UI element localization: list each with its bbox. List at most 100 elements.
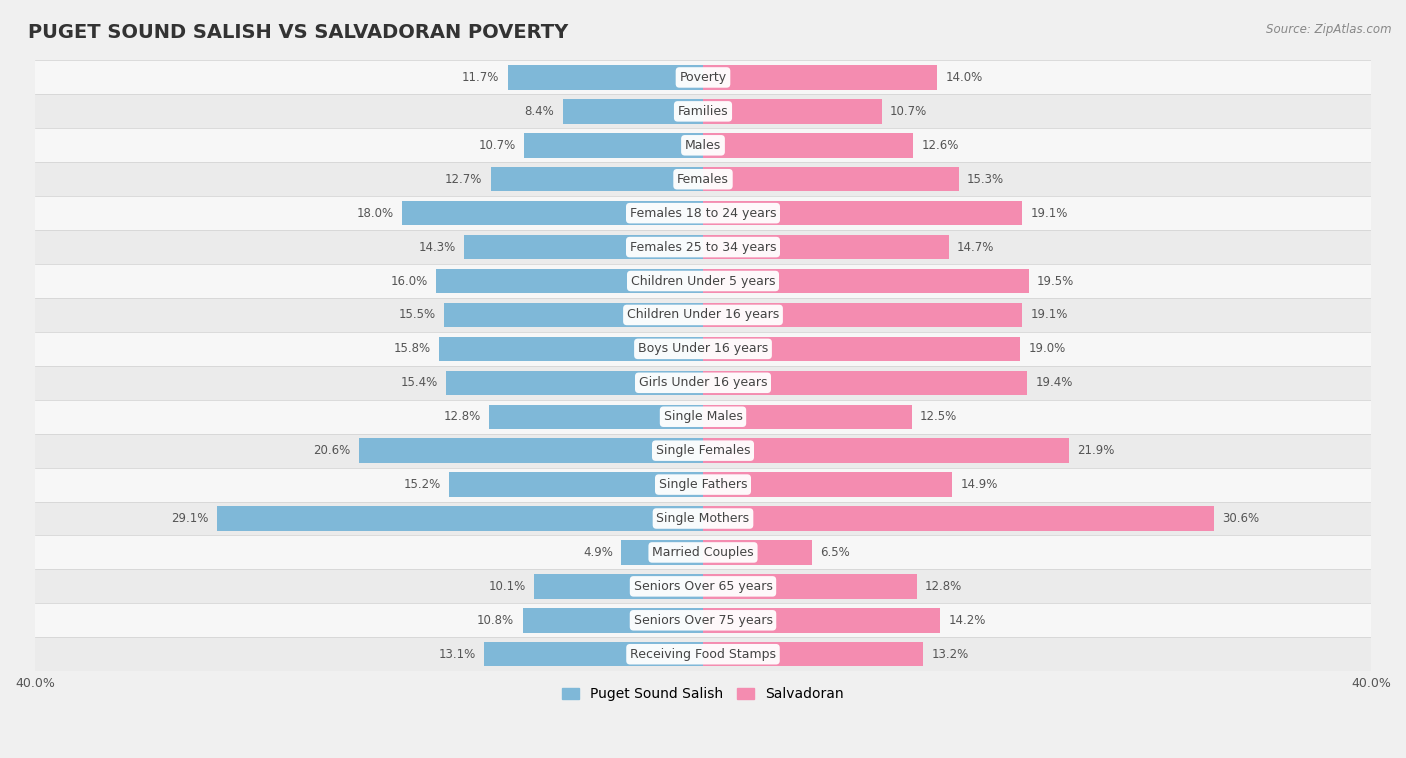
Bar: [35, 264, 1371, 298]
Bar: [35, 162, 1371, 196]
Text: 15.4%: 15.4%: [401, 376, 437, 390]
Bar: [35, 603, 1371, 637]
Text: 11.7%: 11.7%: [461, 71, 499, 84]
Bar: [703, 337, 1021, 361]
Bar: [703, 167, 959, 192]
Bar: [703, 472, 952, 496]
Text: 10.7%: 10.7%: [478, 139, 516, 152]
Text: 14.7%: 14.7%: [957, 240, 994, 254]
Text: Single Fathers: Single Fathers: [659, 478, 747, 491]
Text: 19.1%: 19.1%: [1031, 309, 1067, 321]
Text: 15.3%: 15.3%: [967, 173, 1004, 186]
Text: 30.6%: 30.6%: [1222, 512, 1260, 525]
Text: 10.7%: 10.7%: [890, 105, 928, 118]
Text: 19.1%: 19.1%: [1031, 207, 1067, 220]
Bar: [402, 201, 703, 225]
Text: Seniors Over 65 years: Seniors Over 65 years: [634, 580, 772, 593]
Text: 8.4%: 8.4%: [524, 105, 554, 118]
Bar: [35, 196, 1371, 230]
Text: 12.7%: 12.7%: [446, 173, 482, 186]
Text: 14.0%: 14.0%: [945, 71, 983, 84]
Bar: [489, 405, 703, 429]
Text: 20.6%: 20.6%: [314, 444, 350, 457]
Text: 4.9%: 4.9%: [583, 546, 613, 559]
Text: Children Under 5 years: Children Under 5 years: [631, 274, 775, 287]
Bar: [703, 506, 1213, 531]
Bar: [703, 405, 911, 429]
Bar: [35, 502, 1371, 535]
Bar: [35, 128, 1371, 162]
Bar: [703, 302, 1022, 327]
Bar: [621, 540, 703, 565]
Text: Boys Under 16 years: Boys Under 16 years: [638, 343, 768, 356]
Text: 21.9%: 21.9%: [1077, 444, 1115, 457]
Text: 12.8%: 12.8%: [925, 580, 962, 593]
Text: 10.8%: 10.8%: [477, 614, 515, 627]
Bar: [491, 167, 703, 192]
Bar: [35, 434, 1371, 468]
Bar: [703, 201, 1022, 225]
Text: 12.6%: 12.6%: [922, 139, 959, 152]
Bar: [35, 468, 1371, 502]
Text: 12.8%: 12.8%: [444, 410, 481, 423]
Bar: [217, 506, 703, 531]
Bar: [703, 574, 917, 599]
Text: Single Mothers: Single Mothers: [657, 512, 749, 525]
Bar: [703, 235, 949, 259]
Bar: [703, 642, 924, 666]
Text: 15.2%: 15.2%: [404, 478, 441, 491]
Text: Single Males: Single Males: [664, 410, 742, 423]
Text: 14.3%: 14.3%: [419, 240, 456, 254]
Text: Girls Under 16 years: Girls Under 16 years: [638, 376, 768, 390]
Text: 14.2%: 14.2%: [949, 614, 986, 627]
Text: 19.0%: 19.0%: [1029, 343, 1066, 356]
Text: 18.0%: 18.0%: [357, 207, 394, 220]
Legend: Puget Sound Salish, Salvadoran: Puget Sound Salish, Salvadoran: [557, 682, 849, 707]
Bar: [523, 608, 703, 632]
Bar: [444, 302, 703, 327]
Bar: [703, 99, 882, 124]
Bar: [703, 65, 936, 89]
Text: 12.5%: 12.5%: [920, 410, 957, 423]
Bar: [449, 472, 703, 496]
Text: 10.1%: 10.1%: [489, 580, 526, 593]
Text: Receiving Food Stamps: Receiving Food Stamps: [630, 648, 776, 661]
Bar: [703, 438, 1069, 463]
Bar: [35, 569, 1371, 603]
Text: 14.9%: 14.9%: [960, 478, 998, 491]
Text: 19.5%: 19.5%: [1038, 274, 1074, 287]
Bar: [359, 438, 703, 463]
Bar: [439, 337, 703, 361]
Bar: [35, 535, 1371, 569]
Bar: [35, 366, 1371, 399]
Text: 6.5%: 6.5%: [820, 546, 849, 559]
Text: Seniors Over 75 years: Seniors Over 75 years: [634, 614, 772, 627]
Bar: [508, 65, 703, 89]
Bar: [35, 230, 1371, 264]
Bar: [35, 95, 1371, 128]
Bar: [484, 642, 703, 666]
Text: Source: ZipAtlas.com: Source: ZipAtlas.com: [1267, 23, 1392, 36]
Bar: [35, 399, 1371, 434]
Bar: [524, 133, 703, 158]
Text: Single Females: Single Females: [655, 444, 751, 457]
Bar: [703, 133, 914, 158]
Text: 13.1%: 13.1%: [439, 648, 475, 661]
Text: Females: Females: [678, 173, 728, 186]
Text: 15.5%: 15.5%: [399, 309, 436, 321]
Bar: [35, 61, 1371, 95]
Bar: [436, 269, 703, 293]
Text: PUGET SOUND SALISH VS SALVADORAN POVERTY: PUGET SOUND SALISH VS SALVADORAN POVERTY: [28, 23, 568, 42]
Bar: [703, 540, 811, 565]
Text: 15.8%: 15.8%: [394, 343, 430, 356]
Bar: [35, 298, 1371, 332]
Text: Females 25 to 34 years: Females 25 to 34 years: [630, 240, 776, 254]
Bar: [703, 371, 1026, 395]
Text: Children Under 16 years: Children Under 16 years: [627, 309, 779, 321]
Text: Males: Males: [685, 139, 721, 152]
Text: Married Couples: Married Couples: [652, 546, 754, 559]
Text: 29.1%: 29.1%: [172, 512, 208, 525]
Bar: [703, 269, 1029, 293]
Text: Families: Families: [678, 105, 728, 118]
Bar: [446, 371, 703, 395]
